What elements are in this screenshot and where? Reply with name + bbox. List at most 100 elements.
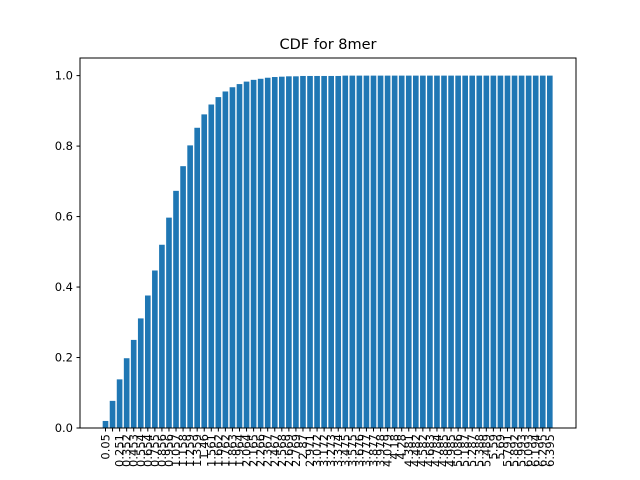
bar [518,75,525,429]
bar [483,75,490,429]
bar [532,75,539,429]
x-tick-label: 1.561 [204,434,218,467]
bar [511,75,518,429]
y-tick-label: 0.2 [55,351,73,365]
x-tick-label: 4.079 [381,434,395,467]
bar [328,75,334,428]
bar [497,75,504,429]
bar [130,339,137,428]
x-tick-label: 5.892 [508,434,522,467]
y-tick-label: 0.0 [55,421,73,435]
bar [349,75,356,429]
x-tick-label: 6.093 [522,434,536,467]
x-tick-label: 1.863 [225,434,239,467]
chart-title: CDF for 8mer [279,37,376,53]
x-tick-label: 0.654 [141,434,155,467]
bar [180,166,186,428]
bar [398,75,405,429]
x-tick-label: 1.964 [232,434,246,467]
x-tick-label: 5.388 [472,434,486,467]
x-tick-label: 2.266 [254,434,268,467]
bar [159,244,165,428]
x-tick-label: 3.273 [324,434,338,467]
bar [222,91,229,428]
bar [187,145,193,428]
bar [490,75,497,429]
bar [137,318,144,428]
bar [166,217,172,428]
x-tick-label: 1.46 [197,434,211,460]
x-tick-label: 3.374 [331,434,345,467]
bar [293,76,299,428]
x-tick-label: 4.885 [437,434,451,467]
bar [250,79,257,428]
bar [286,76,292,428]
x-axis: 0.05 0.2510.3520.4530.5540.6540.7550.8560… [99,428,557,467]
bar [427,75,433,429]
x-tick-label: 2.568 [275,434,289,467]
y-tick-label: 0.6 [55,210,73,224]
bar-series [102,75,553,429]
x-tick-label: 3.575 [345,434,359,467]
x-tick-label: 1.259 [183,434,197,467]
y-tick-label: 0.4 [55,280,73,294]
bar [377,75,384,429]
x-tick-label: 0.956 [162,434,176,467]
bar [462,75,468,429]
x-tick-label: 2.669 [282,434,296,467]
bar [152,270,158,428]
x-tick-label: 2.165 [247,434,261,467]
bar [271,77,278,428]
bar [123,358,130,428]
bar [370,75,377,429]
bar [300,75,306,428]
bar [257,78,264,428]
bar [264,77,271,428]
x-tick-label: 2.467 [268,434,282,467]
x-tick-label: 6.395 [543,434,557,467]
x-tick-label: 5.791 [500,434,514,467]
bar [546,75,553,429]
bar [455,75,461,429]
x-tick-label: 5.287 [465,434,479,467]
x-tick-label: 4.28 [395,434,409,460]
bar [278,76,285,429]
x-tick-label: 2.971 [303,434,317,467]
bar [448,75,454,429]
bar [405,75,412,429]
x-tick-label: 0.05 [99,434,113,460]
bar [243,81,250,429]
x-tick-label: 3.676 [352,434,366,467]
x-tick-label: 5.086 [451,434,465,467]
bar [476,75,483,429]
bar [539,75,546,429]
x-tick-label: 3.172 [317,434,331,467]
bar [194,127,200,429]
x-tick-label: 0.856 [155,434,169,467]
x-tick-label: 4.683 [423,434,437,467]
bar [307,75,313,428]
bar [116,379,123,428]
x-tick-label: 1.057 [169,434,183,467]
bar [434,75,440,429]
bar [102,420,109,428]
bar [229,87,236,428]
x-tick-label: 2.367 [261,434,275,467]
x-tick-label: 3.475 [338,434,352,467]
bar [441,75,447,429]
x-tick-label: 5.187 [458,434,472,467]
bar [173,190,179,428]
y-tick-label: 1.0 [55,69,73,83]
x-tick-label: 0.755 [148,434,162,467]
x-tick-label: 3.877 [366,434,380,467]
bar [420,75,426,429]
x-tick-label: 0.352 [120,434,134,467]
x-tick-label: 6.295 [536,434,550,467]
x-tick-label: 6.194 [529,434,543,467]
x-tick-label: 1.662 [211,434,225,467]
x-tick-label: 5.59 [486,434,500,460]
bar [215,97,222,429]
bar [201,114,208,428]
plot-frame [79,57,577,429]
